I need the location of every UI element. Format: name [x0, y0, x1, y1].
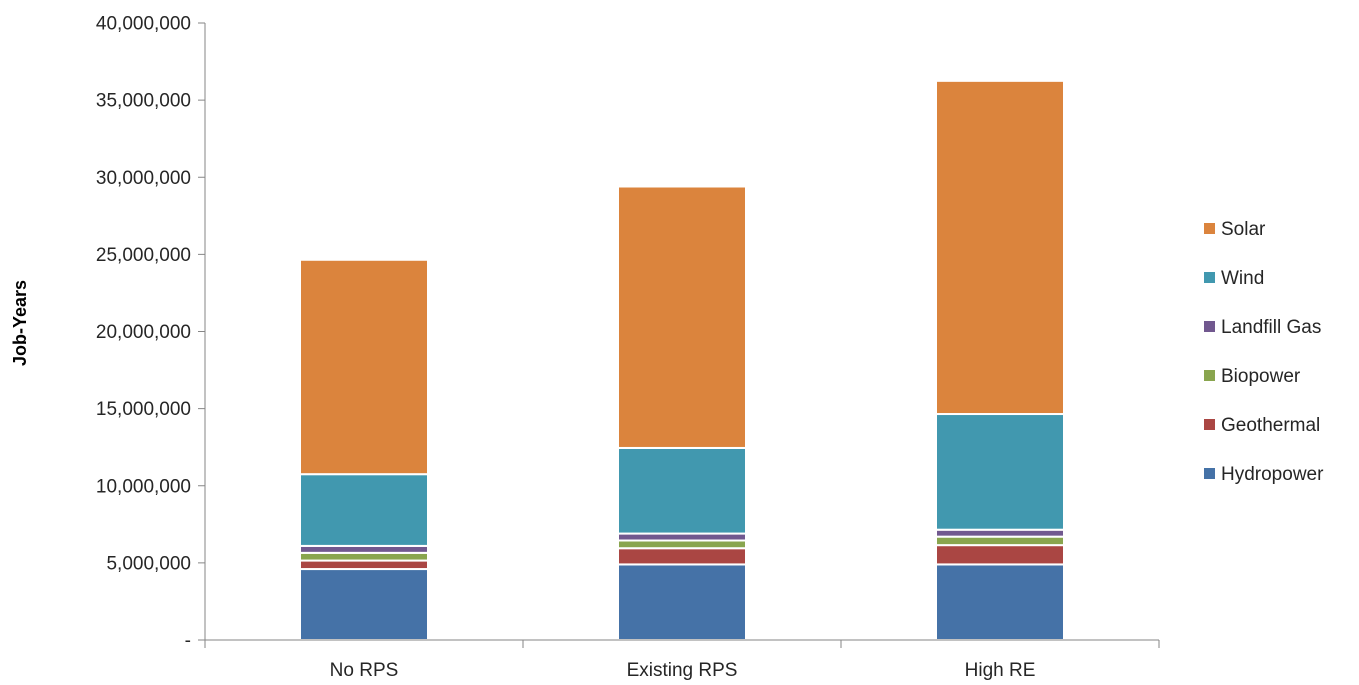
y-tick-label: 10,000,000 — [96, 476, 191, 497]
bar-high-re-solar — [935, 79, 1065, 416]
legend-label-wind: Wind — [1221, 268, 1264, 289]
bar-no-rps-hydropower — [299, 568, 429, 641]
legend-swatch-hydropower — [1204, 468, 1215, 479]
legend: Solar Wind Landfill Gas Biopower Geothermal H… — [1204, 219, 1324, 485]
legend-swatch-geothermal — [1204, 419, 1215, 430]
bar-existing-rps-geothermal — [617, 547, 747, 566]
bar-existing-rps-landfill-gas — [617, 532, 747, 542]
legend-label-geothermal: Geothermal — [1221, 415, 1320, 436]
bar-no-rps-biopower — [299, 551, 429, 562]
legend-swatch-biopower — [1204, 370, 1215, 381]
legend-label-hydropower: Hydropower — [1221, 464, 1324, 485]
x-tick-label-existing-rps: Existing RPS — [627, 660, 738, 681]
legend-swatch-wind — [1204, 272, 1215, 283]
y-tick-label: 25,000,000 — [96, 245, 191, 266]
y-tick-label: 30,000,000 — [96, 168, 191, 189]
legend-swatch-landfill-gas — [1204, 321, 1215, 332]
legend-label-biopower: Biopower — [1221, 366, 1301, 387]
y-axis-title: Job-Years — [10, 280, 30, 366]
bar-high-re-landfill-gas — [935, 528, 1065, 538]
y-tick-label: - — [185, 631, 191, 652]
bar-no-rps-geothermal — [299, 559, 429, 571]
bar-high-re-hydropower — [935, 563, 1065, 641]
x-tick-label-high-re: High RE — [965, 660, 1036, 681]
bar-existing-rps-biopower — [617, 539, 747, 550]
legend-swatch-solar — [1204, 223, 1215, 234]
bars-layer — [299, 79, 1065, 641]
axes-layer — [198, 22, 1160, 648]
y-tick-label: 40,000,000 — [96, 14, 191, 35]
y-tick-label: 35,000,000 — [96, 91, 191, 112]
y-tick-label: 20,000,000 — [96, 322, 191, 343]
bar-existing-rps-solar — [617, 185, 747, 449]
y-tick-label: 15,000,000 — [96, 399, 191, 420]
labels-layer: - 5,000,000 10,000,000 15,000,000 20,000,000… — [96, 14, 1035, 682]
bar-high-re-wind — [935, 413, 1065, 531]
bar-no-rps-wind — [299, 473, 429, 547]
legend-label-landfill-gas: Landfill Gas — [1221, 317, 1321, 338]
bar-no-rps-landfill-gas — [299, 544, 429, 554]
bar-no-rps-solar — [299, 258, 429, 476]
y-tick-label: 5,000,000 — [106, 553, 191, 574]
x-tick-label-no-rps: No RPS — [330, 660, 399, 681]
bar-high-re-biopower — [935, 535, 1065, 547]
bar-high-re-geothermal — [935, 544, 1065, 566]
legend-label-solar: Solar — [1221, 219, 1266, 240]
bar-existing-rps-hydropower — [617, 563, 747, 641]
bar-existing-rps-wind — [617, 446, 747, 535]
